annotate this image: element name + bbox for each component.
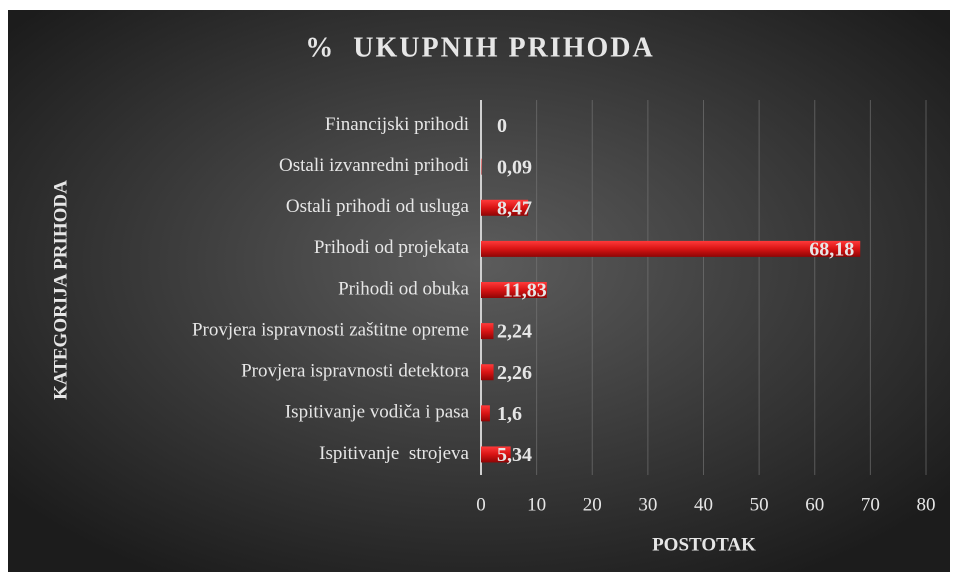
chart-background bbox=[8, 10, 950, 572]
value-label: 5,34 bbox=[497, 444, 532, 466]
chart-title: % UKUPNIH PRIHODA bbox=[305, 32, 654, 63]
bar bbox=[481, 405, 490, 422]
y-tick-label: Ostali izvanredni prihodi bbox=[279, 155, 469, 176]
x-tick-label: 70 bbox=[861, 494, 880, 515]
x-tick-label: 0 bbox=[476, 494, 486, 515]
value-label: 68,18 bbox=[809, 238, 854, 260]
y-tick-label: Prihodi od projekata bbox=[314, 237, 470, 258]
value-label: 1,6 bbox=[497, 403, 522, 425]
x-tick-label: 40 bbox=[694, 494, 713, 515]
value-label: 11,83 bbox=[503, 280, 547, 302]
bar bbox=[481, 323, 494, 340]
x-axis-title: POSTOTAK bbox=[652, 534, 756, 555]
x-tick-label: 30 bbox=[638, 494, 657, 515]
y-axis-title: KATEGORIJA PRIHODA bbox=[50, 180, 71, 400]
value-label: 0 bbox=[497, 115, 507, 137]
y-tick-label: Ispitivanje strojeva bbox=[319, 443, 469, 464]
bar bbox=[481, 364, 494, 381]
x-tick-label: 60 bbox=[805, 494, 824, 515]
y-tick-label: Financijski prihodi bbox=[325, 114, 469, 135]
y-tick-label: Provjera ispravnosti zaštitne opreme bbox=[192, 319, 469, 340]
bar bbox=[481, 240, 861, 257]
bar bbox=[481, 282, 547, 298]
y-tick-label: Provjera ispravnosti detektora bbox=[241, 361, 470, 382]
bar bbox=[481, 199, 529, 216]
y-tick-label: Ispitivanje vodiča i pasa bbox=[285, 402, 470, 423]
x-tick-label: 80 bbox=[917, 494, 936, 515]
value-label: 0,09 bbox=[497, 156, 532, 178]
bar bbox=[481, 158, 482, 175]
value-label: 2,24 bbox=[497, 321, 532, 343]
x-tick-label: 20 bbox=[583, 494, 602, 515]
y-tick-label: Prihodi od obuka bbox=[338, 278, 469, 299]
bar bbox=[481, 446, 511, 463]
y-tick-label: Ostali prihodi od usluga bbox=[286, 196, 470, 217]
value-label: 2,26 bbox=[497, 362, 532, 384]
x-tick-label: 50 bbox=[750, 494, 769, 515]
x-tick-label: 10 bbox=[527, 494, 546, 515]
value-label: 8,47 bbox=[497, 197, 532, 219]
